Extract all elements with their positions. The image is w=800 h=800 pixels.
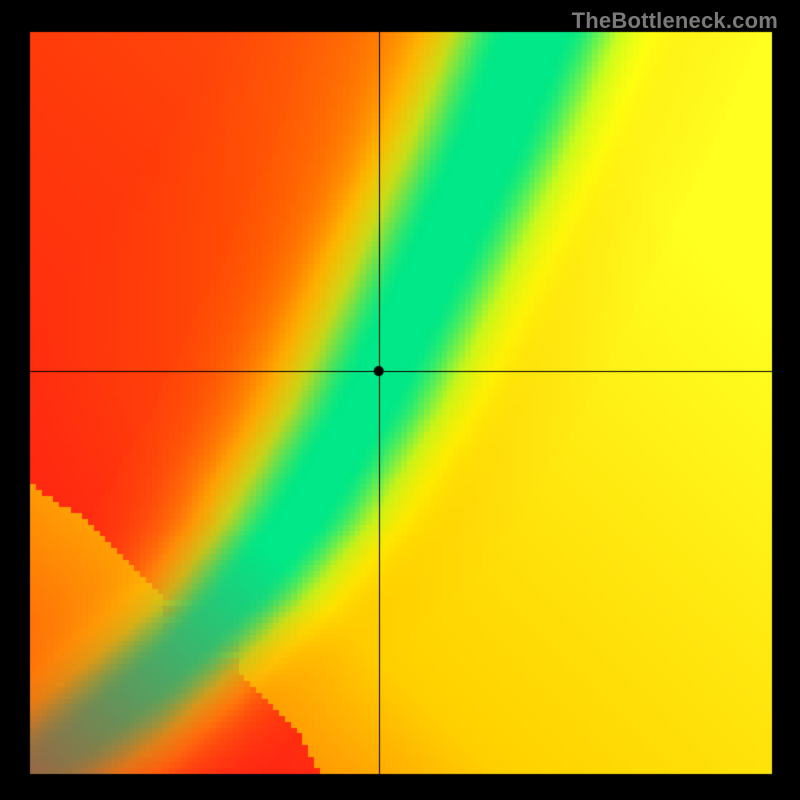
root: TheBottleneck.com [0, 0, 800, 800]
watermark-text: TheBottleneck.com [572, 8, 778, 34]
heatmap-canvas [0, 0, 800, 800]
